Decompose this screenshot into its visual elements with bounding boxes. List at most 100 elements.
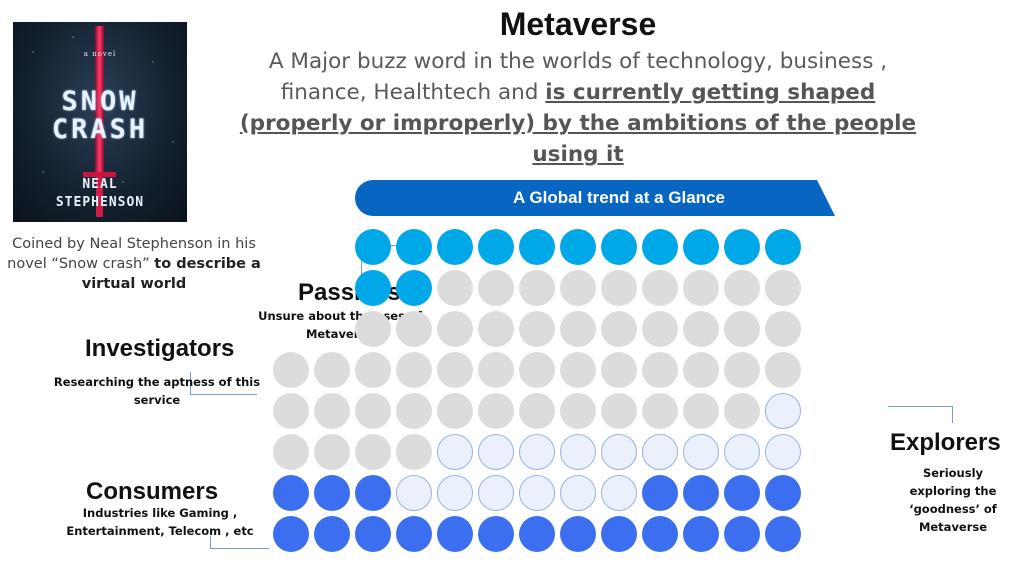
dot-investigators: [519, 270, 555, 306]
dot-consumers: [683, 475, 719, 511]
dot-investigators: [478, 311, 514, 347]
dot-investigators: [724, 393, 760, 429]
dot-investigators: [724, 352, 760, 388]
dot-passives: [724, 229, 760, 265]
dot-investigators: [642, 270, 678, 306]
book-author-line2: STEPHENSON: [55, 195, 145, 210]
dot-investigators: [437, 393, 473, 429]
dot-passives: [560, 229, 596, 265]
dot-explorers: [396, 475, 432, 511]
dot-consumers: [560, 516, 596, 552]
dot-investigators: [724, 270, 760, 306]
dot-passives: [478, 229, 514, 265]
dot-investigators: [601, 393, 637, 429]
dot-investigators: [437, 311, 473, 347]
dot-consumers: [273, 475, 309, 511]
dot-investigators: [273, 393, 309, 429]
banner-label: A Global trend at a Glance: [513, 188, 725, 207]
dot-consumers: [355, 475, 391, 511]
dot-investigators: [683, 270, 719, 306]
book-cover-image: a novel SNOW CRASH NEAL STEPHENSON: [13, 22, 187, 222]
dot-investigators: [601, 270, 637, 306]
dot-investigators: [437, 352, 473, 388]
dot-investigators: [683, 352, 719, 388]
dot-consumers: [601, 516, 637, 552]
dot-explorers: [560, 475, 596, 511]
sword-guard: [83, 172, 116, 177]
dot-investigators: [642, 311, 678, 347]
dot-explorers: [560, 434, 596, 470]
dot-investigators: [437, 270, 473, 306]
dot-investigators: [642, 393, 678, 429]
dot-investigators: [560, 270, 596, 306]
coined-bold: to describe a virtual world: [81, 256, 261, 292]
book-author-line1: NEAL: [82, 177, 118, 192]
dot-explorers: [683, 434, 719, 470]
trend-banner: A Global trend at a Glance: [355, 180, 835, 216]
dot-investigators: [683, 393, 719, 429]
dot-passives: [683, 229, 719, 265]
dot-investigators: [355, 434, 391, 470]
dot-consumers: [273, 516, 309, 552]
sword-blade: [95, 26, 104, 176]
dot-consumers: [765, 475, 801, 511]
dot-consumers: [314, 475, 350, 511]
dot-investigators: [519, 352, 555, 388]
dot-consumers: [683, 516, 719, 552]
dot-investigators: [560, 393, 596, 429]
dot-explorers: [724, 434, 760, 470]
dot-passives: [601, 229, 637, 265]
dot-passives: [437, 229, 473, 265]
dot-consumers: [314, 516, 350, 552]
dot-consumers: [478, 516, 514, 552]
dot-consumers: [519, 516, 555, 552]
dot-consumers: [355, 516, 391, 552]
dot-explorers: [765, 434, 801, 470]
passives-connector: [361, 245, 428, 281]
dot-consumers: [724, 516, 760, 552]
dot-investigators: [601, 311, 637, 347]
page-title: Metaverse: [499, 6, 657, 42]
dot-consumers: [642, 475, 678, 511]
dot-investigators: [396, 352, 432, 388]
dot-investigators: [314, 352, 350, 388]
dot-consumers: [642, 516, 678, 552]
book-title-line1: SNOW: [61, 86, 139, 117]
dot-explorers: [519, 475, 555, 511]
dot-investigators: [765, 311, 801, 347]
dot-investigators: [314, 434, 350, 470]
explorers-connector: [888, 406, 953, 423]
dot-explorers: [642, 434, 678, 470]
investigators-title: Investigators: [85, 335, 235, 362]
dot-explorers: [478, 434, 514, 470]
dot-investigators: [519, 311, 555, 347]
banner-shape: [355, 180, 835, 216]
dot-consumers: [765, 516, 801, 552]
book-small-text: a novel: [83, 50, 117, 58]
investigators-connector: [190, 372, 257, 395]
dot-investigators: [273, 352, 309, 388]
dot-investigators: [478, 352, 514, 388]
passives-title: Passives: [298, 279, 401, 306]
passives-description: Unsure about the uses of Metaverse: [258, 309, 422, 341]
dot-explorers: [437, 475, 473, 511]
dot-investigators: [683, 311, 719, 347]
dot-consumers: [437, 516, 473, 552]
sword-hilt: [96, 177, 103, 217]
consumers-description: Industries like Gaming , Entertainment, …: [66, 506, 254, 538]
dot-consumers: [724, 475, 760, 511]
dot-consumers: [396, 516, 432, 552]
dot-investigators: [601, 352, 637, 388]
dot-passives: [765, 229, 801, 265]
dot-explorers: [601, 475, 637, 511]
investigators-description: Researching the aptness of this service: [53, 375, 261, 407]
dot-investigators: [642, 352, 678, 388]
dot-explorers: [437, 434, 473, 470]
dot-investigators: [355, 352, 391, 388]
dot-investigators: [560, 352, 596, 388]
consumers-connector: [210, 536, 269, 549]
page-subtitle: A Major buzz word in the worlds of techn…: [232, 46, 924, 170]
consumers-title: Consumers: [86, 478, 219, 505]
dot-explorers: [519, 434, 555, 470]
coined-plain: Coined by Neal Stephenson in his novel “…: [7, 236, 256, 272]
